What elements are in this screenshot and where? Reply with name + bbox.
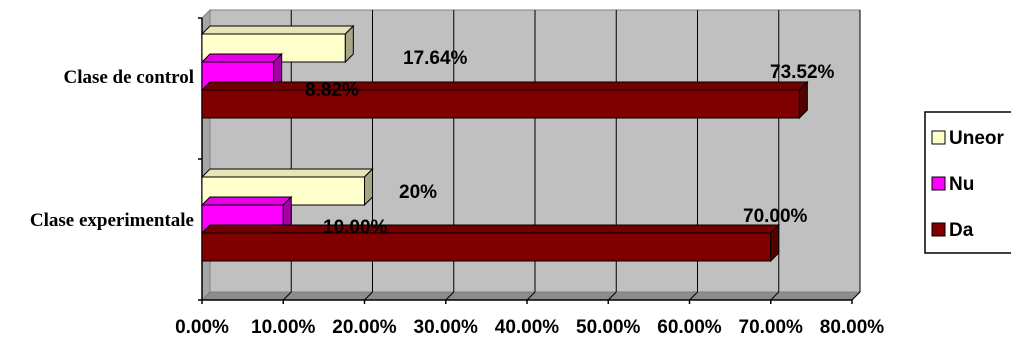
legend: Uneor Nu Da: [925, 112, 1011, 253]
bar-uneor-top: [202, 169, 373, 177]
category-labels: Clase experimentale Clase de control: [30, 67, 194, 231]
bar-uneor-top: [202, 26, 353, 34]
x-tick-label: 40.00%: [495, 317, 560, 338]
data-label-nu: 8.82%: [305, 80, 359, 101]
bar-nu-top: [202, 197, 291, 205]
bar-da-top: [202, 225, 779, 233]
data-label-da: 73.52%: [770, 62, 835, 83]
x-tick-label: 60.00%: [657, 317, 722, 338]
data-label-uneor: 17.64%: [403, 48, 468, 69]
category-label: Clase experimentale: [30, 210, 194, 231]
legend-label-da: Da: [949, 220, 974, 241]
category-label: Clase de control: [63, 67, 194, 88]
legend-swatch-uneor: [932, 131, 945, 144]
bar-da-top: [202, 82, 807, 90]
legend-swatch-da: [932, 223, 945, 236]
bar-nu-top: [202, 54, 282, 62]
legend-swatch-nu: [932, 177, 945, 190]
legend-label-nu: Nu: [949, 174, 974, 195]
x-tick-label: 50.00%: [576, 317, 641, 338]
data-label-da: 70.00%: [743, 206, 808, 227]
x-tick-label: 20.00%: [332, 317, 397, 338]
x-tick-label: 80.00%: [820, 317, 885, 338]
x-tick-label: 30.00%: [414, 317, 479, 338]
x-tick-label: 10.00%: [251, 317, 316, 338]
data-label-nu: 10.00%: [323, 217, 388, 238]
bar-da-front: [202, 90, 799, 118]
x-tick-label: 70.00%: [739, 317, 804, 338]
x-tick-labels: 0.00% 10.00% 20.00% 30.00% 40.00% 50.00% 60.00…: [175, 317, 884, 338]
legend-label-uneor: Uneor: [949, 128, 1005, 149]
x-tick-label: 0.00%: [175, 317, 229, 338]
bar-da-front: [202, 233, 771, 261]
data-label-uneor: 20%: [399, 182, 437, 203]
